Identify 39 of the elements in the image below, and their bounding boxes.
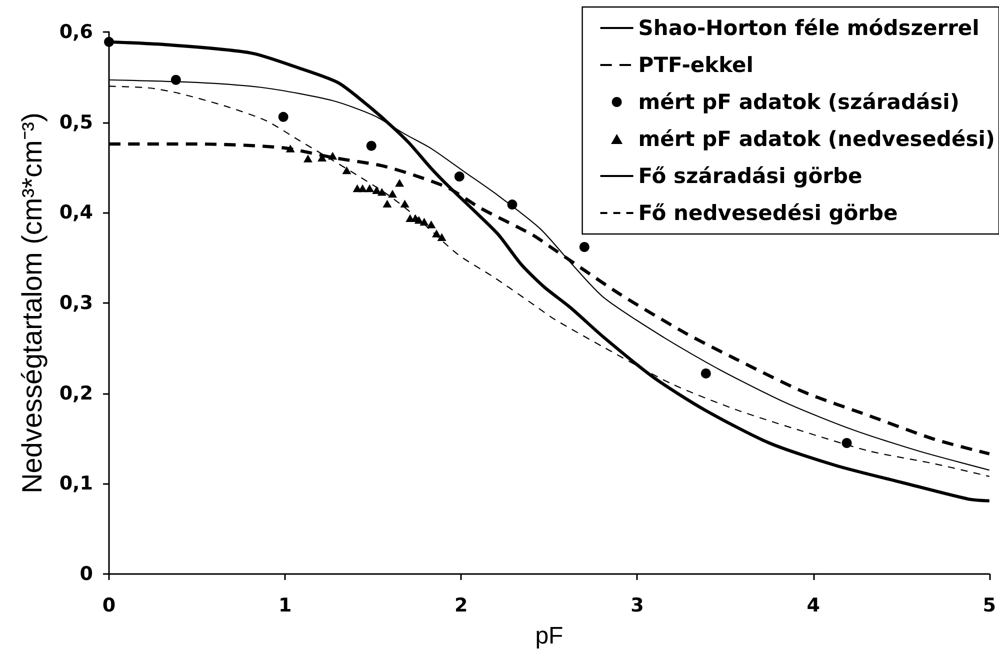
legend-label: PTF-ekkel xyxy=(638,53,754,77)
y-tick-label: 0,1 xyxy=(59,472,93,495)
y-tick-label: 0,3 xyxy=(59,292,93,314)
y-tick-label: 0,2 xyxy=(59,382,93,404)
x-axis-title: pF xyxy=(535,622,564,650)
x-tick-label: 0 xyxy=(102,594,116,616)
x-tick-label: 3 xyxy=(630,594,644,616)
point xyxy=(400,200,410,208)
point xyxy=(454,172,464,182)
point xyxy=(382,200,392,208)
point xyxy=(303,154,312,162)
point xyxy=(420,218,429,226)
point xyxy=(700,368,711,378)
point xyxy=(437,233,446,241)
legend-label: mért pF adatok (nedvesedési) xyxy=(638,127,995,151)
y-tick-label: 0,6 xyxy=(59,21,93,43)
point xyxy=(278,112,288,122)
point xyxy=(395,178,404,187)
point xyxy=(366,140,376,151)
x-tick-label: 1 xyxy=(278,594,292,616)
y-tick-label: 0,5 xyxy=(59,111,93,134)
x-tick-label: 4 xyxy=(806,594,820,616)
legend-label: Fő nedvesedési görbe xyxy=(638,201,898,225)
x-tick-label: 2 xyxy=(454,594,468,616)
legend-label: mért pF adatok (száradási) xyxy=(638,90,960,114)
point xyxy=(426,220,436,228)
point xyxy=(342,166,352,174)
point xyxy=(388,190,397,198)
y-tick-label: 0 xyxy=(80,563,93,585)
point xyxy=(579,242,590,252)
point xyxy=(358,184,368,192)
legend-label: Shao-Horton féle módszerrel xyxy=(638,16,980,40)
point xyxy=(842,438,852,448)
point xyxy=(377,188,386,196)
x-tick-label: 5 xyxy=(982,594,996,616)
y-axis-title: Nedvességtartalom (cm³*cm⁻³) xyxy=(16,112,48,494)
y-tick-label: 0,4 xyxy=(59,202,93,224)
point xyxy=(365,184,374,192)
legend-label: Fő száradási görbe xyxy=(638,164,862,188)
